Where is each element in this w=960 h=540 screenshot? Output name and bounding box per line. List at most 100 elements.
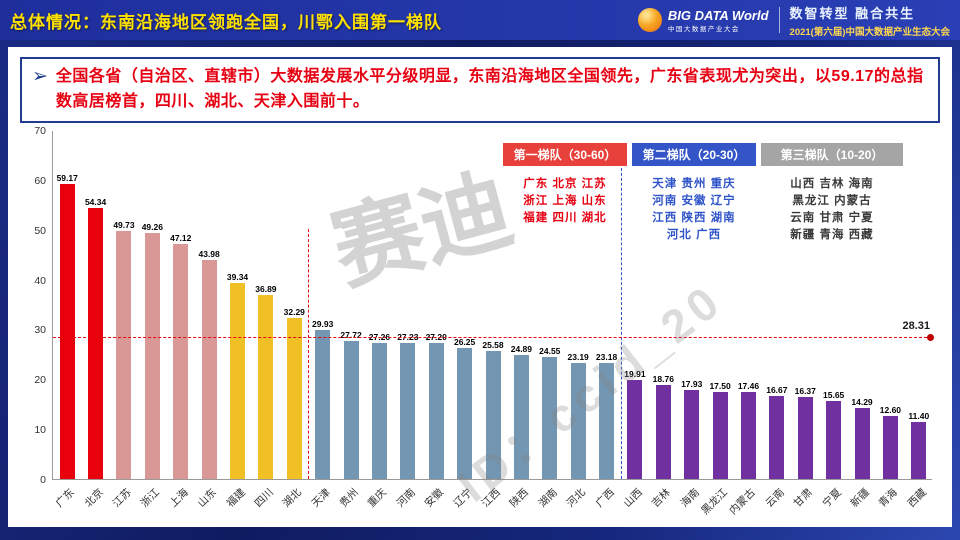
bar-辽宁 bbox=[457, 348, 473, 479]
y-axis: 0 10 20 30 40 50 60 70 bbox=[14, 125, 52, 486]
bar-陕西 bbox=[513, 354, 529, 479]
tier-1-row: 广东 北京 江苏 bbox=[523, 178, 607, 190]
globe-icon bbox=[637, 8, 662, 32]
bar-海南 bbox=[684, 389, 700, 479]
tier-1-legend: 第一梯队（30-60） 广东 北京 江苏 浙江 上海 山东 福建 四川 湖北 bbox=[503, 143, 627, 244]
tier-legend: 第一梯队（30-60） 广东 北京 江苏 浙江 上海 山东 福建 四川 湖北 第… bbox=[503, 143, 903, 244]
bullet-arrow-icon: ➢ bbox=[32, 66, 48, 87]
y-axis-tick: 40 bbox=[34, 274, 46, 287]
tier-2-row: 天津 贵州 重庆 bbox=[652, 178, 736, 190]
tier-divider-line bbox=[308, 228, 310, 479]
bar-广西 bbox=[599, 363, 615, 479]
bar-value-label: 16.37 bbox=[794, 386, 816, 397]
average-value-label: 28.31 bbox=[902, 319, 930, 332]
tier-1-title: 第一梯队（30-60） bbox=[503, 143, 627, 166]
tier-3-row: 山西 吉林 海南 bbox=[790, 178, 874, 190]
bar-value-label: 47.12 bbox=[170, 233, 192, 244]
bar-value-label: 59.17 bbox=[56, 173, 78, 183]
bar-内蒙古 bbox=[740, 391, 756, 479]
logo-subtitle: 中国大数据产业大会 bbox=[667, 25, 740, 33]
slogan: 数智转型 融合共生 bbox=[789, 5, 916, 21]
bar-value-label: 23.18 bbox=[595, 352, 618, 363]
header-right: BIG DATA World 中国大数据产业大会 数智转型 融合共生 2021(… bbox=[637, 3, 950, 38]
tier-1-row: 福建 四川 湖北 bbox=[523, 212, 607, 224]
bar-湖南 bbox=[542, 356, 558, 479]
tier-2-row: 河北 广西 bbox=[666, 229, 722, 241]
page-title: 总体情况：东南沿海地区领跑全国，川鄂入围第一梯队 bbox=[10, 12, 442, 32]
bar-value-label: 26.25 bbox=[453, 337, 476, 348]
bar-value-label: 27.72 bbox=[340, 329, 362, 340]
y-axis-tick: 50 bbox=[34, 224, 46, 237]
header-divider bbox=[778, 7, 780, 33]
bar-贵州 bbox=[343, 340, 359, 479]
bar-宁夏 bbox=[826, 400, 842, 479]
bar-四川 bbox=[258, 295, 274, 479]
bar-value-label: 12.60 bbox=[879, 405, 902, 416]
bar-上海 bbox=[173, 244, 189, 479]
bar-吉林 bbox=[655, 385, 671, 479]
bar-北京 bbox=[88, 208, 104, 479]
y-axis-tick: 60 bbox=[34, 174, 46, 187]
tier-3-provinces: 山西 吉林 海南 黑龙江 内蒙古 云南 甘肃 宁夏 新疆 青海 西藏 bbox=[761, 176, 903, 244]
bar-chart: 0 10 20 30 40 50 60 70 第一梯队（30-60） 广东 北京 江苏 浙江 … bbox=[14, 125, 942, 523]
tier-3-row: 云南 甘肃 宁夏 bbox=[790, 212, 874, 224]
bar-天津 bbox=[315, 329, 331, 479]
average-dot bbox=[927, 333, 934, 341]
tier-1-row: 浙江 上海 山东 bbox=[523, 195, 607, 207]
tier-divider-line bbox=[620, 148, 622, 479]
bigdata-world-logo: BIG DATA World 中国大数据产业大会 bbox=[637, 7, 769, 33]
bar-value-label: 43.98 bbox=[198, 248, 220, 259]
bar-云南 bbox=[769, 395, 785, 479]
bar-value-label: 39.34 bbox=[226, 271, 249, 282]
bar-value-label: 29.93 bbox=[312, 318, 334, 329]
bar-重庆 bbox=[371, 343, 387, 479]
tier-2-row: 河南 安徽 辽宁 bbox=[652, 195, 736, 207]
y-axis-tick: 30 bbox=[34, 324, 46, 337]
bar-青海 bbox=[882, 416, 898, 479]
tier-1-provinces: 广东 北京 江苏 浙江 上海 山东 福建 四川 湖北 bbox=[503, 176, 627, 227]
bar-value-label: 16.67 bbox=[766, 384, 788, 395]
bar-value-label: 18.76 bbox=[652, 374, 674, 385]
bar-value-label: 24.55 bbox=[539, 345, 561, 356]
bar-value-label: 36.89 bbox=[255, 284, 277, 295]
bar-value-label: 24.89 bbox=[510, 343, 533, 354]
bar-新疆 bbox=[854, 407, 870, 479]
bar-value-label: 49.26 bbox=[141, 222, 163, 233]
tier-2-legend: 第二梯队（20-30） 天津 贵州 重庆 河南 安徽 辽宁 江西 陕西 湖南 河… bbox=[632, 143, 756, 244]
bar-value-label: 25.58 bbox=[482, 340, 504, 351]
bar-江西 bbox=[485, 351, 501, 479]
bar-河北 bbox=[570, 363, 586, 479]
summary-text: 全国各省（自治区、直辖市）大数据发展水平分级明显，东南沿海地区全国领先，广东省表… bbox=[55, 68, 924, 110]
content-card: ➢ 全国各省（自治区、直辖市）大数据发展水平分级明显，东南沿海地区全国领先，广东… bbox=[8, 47, 952, 527]
conference-name: 2021(第六届)中国大数据产业生态大会 bbox=[789, 26, 950, 38]
bar-江苏 bbox=[116, 231, 132, 479]
bar-value-label: 17.50 bbox=[709, 380, 731, 391]
bar-value-label: 15.65 bbox=[823, 389, 845, 400]
bar-安徽 bbox=[428, 343, 444, 479]
bar-value-label: 19.91 bbox=[624, 368, 646, 379]
bar-value-label: 49.73 bbox=[113, 220, 135, 231]
tier-3-row: 新疆 青海 西藏 bbox=[790, 229, 874, 241]
y-axis-tick: 70 bbox=[34, 125, 46, 137]
bar-value-label: 14.29 bbox=[851, 396, 873, 407]
summary-box: ➢ 全国各省（自治区、直辖市）大数据发展水平分级明显，东南沿海地区全国领先，广东… bbox=[20, 57, 940, 123]
bar-value-label: 23.19 bbox=[567, 352, 589, 363]
tier-3-title: 第三梯队（10-20） bbox=[761, 143, 903, 166]
header-bar: 总体情况：东南沿海地区领跑全国，川鄂入围第一梯队 BIG DATA World … bbox=[0, 0, 960, 40]
bar-山西 bbox=[627, 379, 643, 479]
bar-value-label: 54.34 bbox=[84, 197, 107, 208]
tier-2-row: 江西 陕西 湖南 bbox=[652, 212, 736, 224]
bar-value-label: 17.93 bbox=[681, 378, 703, 389]
bar-福建 bbox=[230, 282, 246, 479]
tier-3-row: 黑龙江 内蒙古 bbox=[792, 195, 872, 207]
logo-title: BIG DATA World bbox=[667, 7, 769, 23]
bar-黑龙江 bbox=[712, 391, 728, 479]
y-axis-tick: 20 bbox=[34, 374, 46, 387]
average-line bbox=[53, 333, 934, 341]
bar-甘肃 bbox=[797, 397, 813, 479]
bar-value-label: 11.40 bbox=[908, 411, 930, 422]
bar-湖北 bbox=[286, 318, 302, 479]
bar-广东 bbox=[59, 184, 75, 479]
y-axis-tick: 10 bbox=[34, 424, 46, 437]
